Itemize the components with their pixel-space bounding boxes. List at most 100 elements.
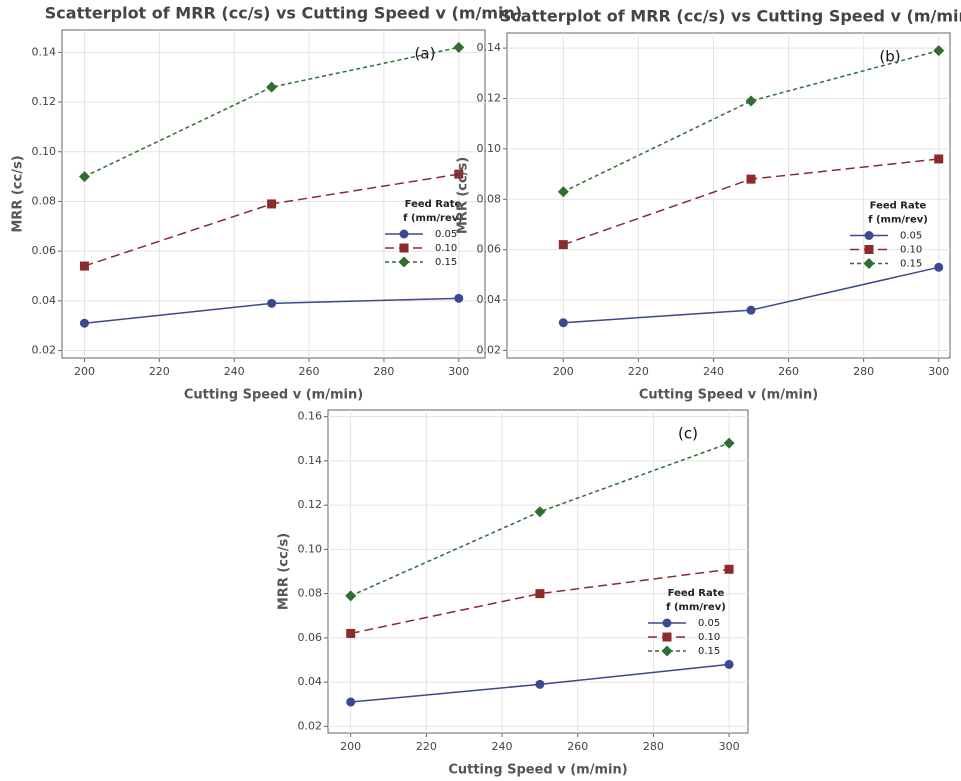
- legend-label: 0.15: [698, 646, 720, 657]
- marker: [745, 95, 757, 107]
- marker: [864, 231, 874, 240]
- y-tick-label: 0.04: [477, 293, 502, 306]
- x-tick-label: 260: [778, 365, 799, 378]
- x-tick-label: 300: [719, 740, 740, 753]
- x-tick-label: 220: [416, 740, 437, 753]
- marker: [399, 229, 409, 239]
- y-tick-label: 0.06: [32, 244, 57, 257]
- marker: [79, 318, 89, 328]
- x-tick-label: 300: [928, 365, 949, 378]
- series-line: [562, 49, 939, 193]
- y-tick-label: 0.06: [477, 243, 502, 256]
- marker: [534, 506, 546, 518]
- y-axis-label: MRR (cc/s): [11, 155, 26, 232]
- marker: [558, 318, 568, 328]
- marker: [724, 564, 734, 574]
- y-axis-label: MRR (cc/s): [456, 157, 471, 234]
- x-tick-label: 280: [373, 365, 394, 378]
- y-tick-label: 0.10: [298, 542, 323, 555]
- annotation: (c): [678, 425, 698, 443]
- legend-label: 0.15: [435, 257, 457, 268]
- x-tick-label: 200: [340, 740, 361, 753]
- marker: [454, 293, 464, 303]
- y-tick-label: 0.02: [32, 344, 57, 357]
- legend-title: Feed Rate: [668, 588, 725, 599]
- x-axis-label: Cutting Speed v (m/min): [184, 388, 363, 403]
- y-tick-label: 0.08: [477, 192, 502, 205]
- marker: [746, 305, 756, 315]
- marker: [724, 659, 734, 669]
- y-tick-label: 0.16: [298, 410, 323, 423]
- legend-title: f (mm/rev): [403, 213, 463, 224]
- marker: [535, 589, 545, 599]
- x-tick-label: 200: [74, 365, 95, 378]
- x-tick-label: 260: [299, 365, 320, 378]
- y-tick-label: 0.12: [298, 498, 323, 511]
- x-axis-label: Cutting Speed v (m/min): [639, 388, 818, 403]
- x-tick-label: 280: [643, 740, 664, 753]
- y-tick-label: 0.10: [477, 142, 502, 155]
- marker: [933, 45, 945, 57]
- x-tick-label: 240: [703, 365, 724, 378]
- legend-label: 0.10: [698, 632, 720, 643]
- y-tick-label: 0.08: [298, 587, 323, 600]
- legend-title: Feed Rate: [870, 201, 927, 212]
- marker: [662, 618, 672, 628]
- y-tick-label: 0.12: [32, 95, 57, 108]
- plot-area: [327, 409, 749, 734]
- x-tick-label: 220: [628, 365, 649, 378]
- marker: [267, 199, 277, 209]
- marker: [398, 256, 410, 268]
- y-tick-label: 0.02: [477, 343, 502, 356]
- series-line: [350, 568, 730, 635]
- marker: [79, 261, 89, 271]
- legend-label: 0.05: [435, 229, 457, 240]
- x-tick-label: 300: [448, 365, 469, 378]
- y-tick-label: 0.10: [32, 145, 57, 158]
- annotation: (a): [415, 45, 436, 63]
- y-tick-label: 0.06: [298, 631, 323, 644]
- chart-title: Scatterplot of MRR (cc/s) vs Cutting Spe…: [45, 4, 522, 23]
- plot-area: [61, 29, 486, 359]
- x-tick-label: 240: [492, 740, 513, 753]
- marker: [78, 171, 90, 183]
- legend-title: f (mm/rev): [666, 602, 726, 613]
- x-tick-label: 260: [567, 740, 588, 753]
- y-tick-label: 0.04: [32, 294, 57, 307]
- x-tick-label: 280: [853, 365, 874, 378]
- legend-title: f (mm/rev): [868, 215, 928, 226]
- marker: [399, 243, 409, 253]
- marker: [557, 186, 569, 198]
- annotation: (b): [879, 48, 900, 66]
- y-tick-label: 0.02: [298, 719, 323, 732]
- marker: [345, 590, 357, 602]
- marker: [346, 697, 356, 707]
- marker: [267, 298, 277, 308]
- marker: [662, 632, 672, 642]
- legend-label: 0.05: [900, 231, 922, 242]
- legend-label: 0.15: [900, 259, 922, 270]
- y-tick-label: 0.04: [298, 675, 323, 688]
- marker: [934, 262, 944, 272]
- y-tick-label: 0.14: [298, 454, 323, 467]
- legend-label: 0.10: [435, 243, 457, 254]
- x-tick-label: 220: [149, 365, 170, 378]
- legend-label: 0.05: [698, 618, 720, 629]
- marker: [934, 154, 944, 164]
- y-tick-label: 0.12: [477, 92, 502, 105]
- plot-area: [506, 32, 951, 359]
- marker: [266, 81, 278, 93]
- y-tick-label: 0.14: [477, 41, 502, 54]
- marker: [453, 41, 465, 53]
- x-tick-label: 200: [553, 365, 574, 378]
- y-tick-label: 0.14: [32, 45, 57, 58]
- x-axis-label: Cutting Speed v (m/min): [448, 763, 627, 778]
- legend-label: 0.10: [900, 245, 922, 256]
- x-tick-label: 240: [224, 365, 245, 378]
- marker: [558, 240, 568, 250]
- marker: [454, 169, 464, 179]
- y-tick-label: 0.08: [32, 194, 57, 207]
- marker: [746, 174, 756, 184]
- marker: [864, 245, 874, 254]
